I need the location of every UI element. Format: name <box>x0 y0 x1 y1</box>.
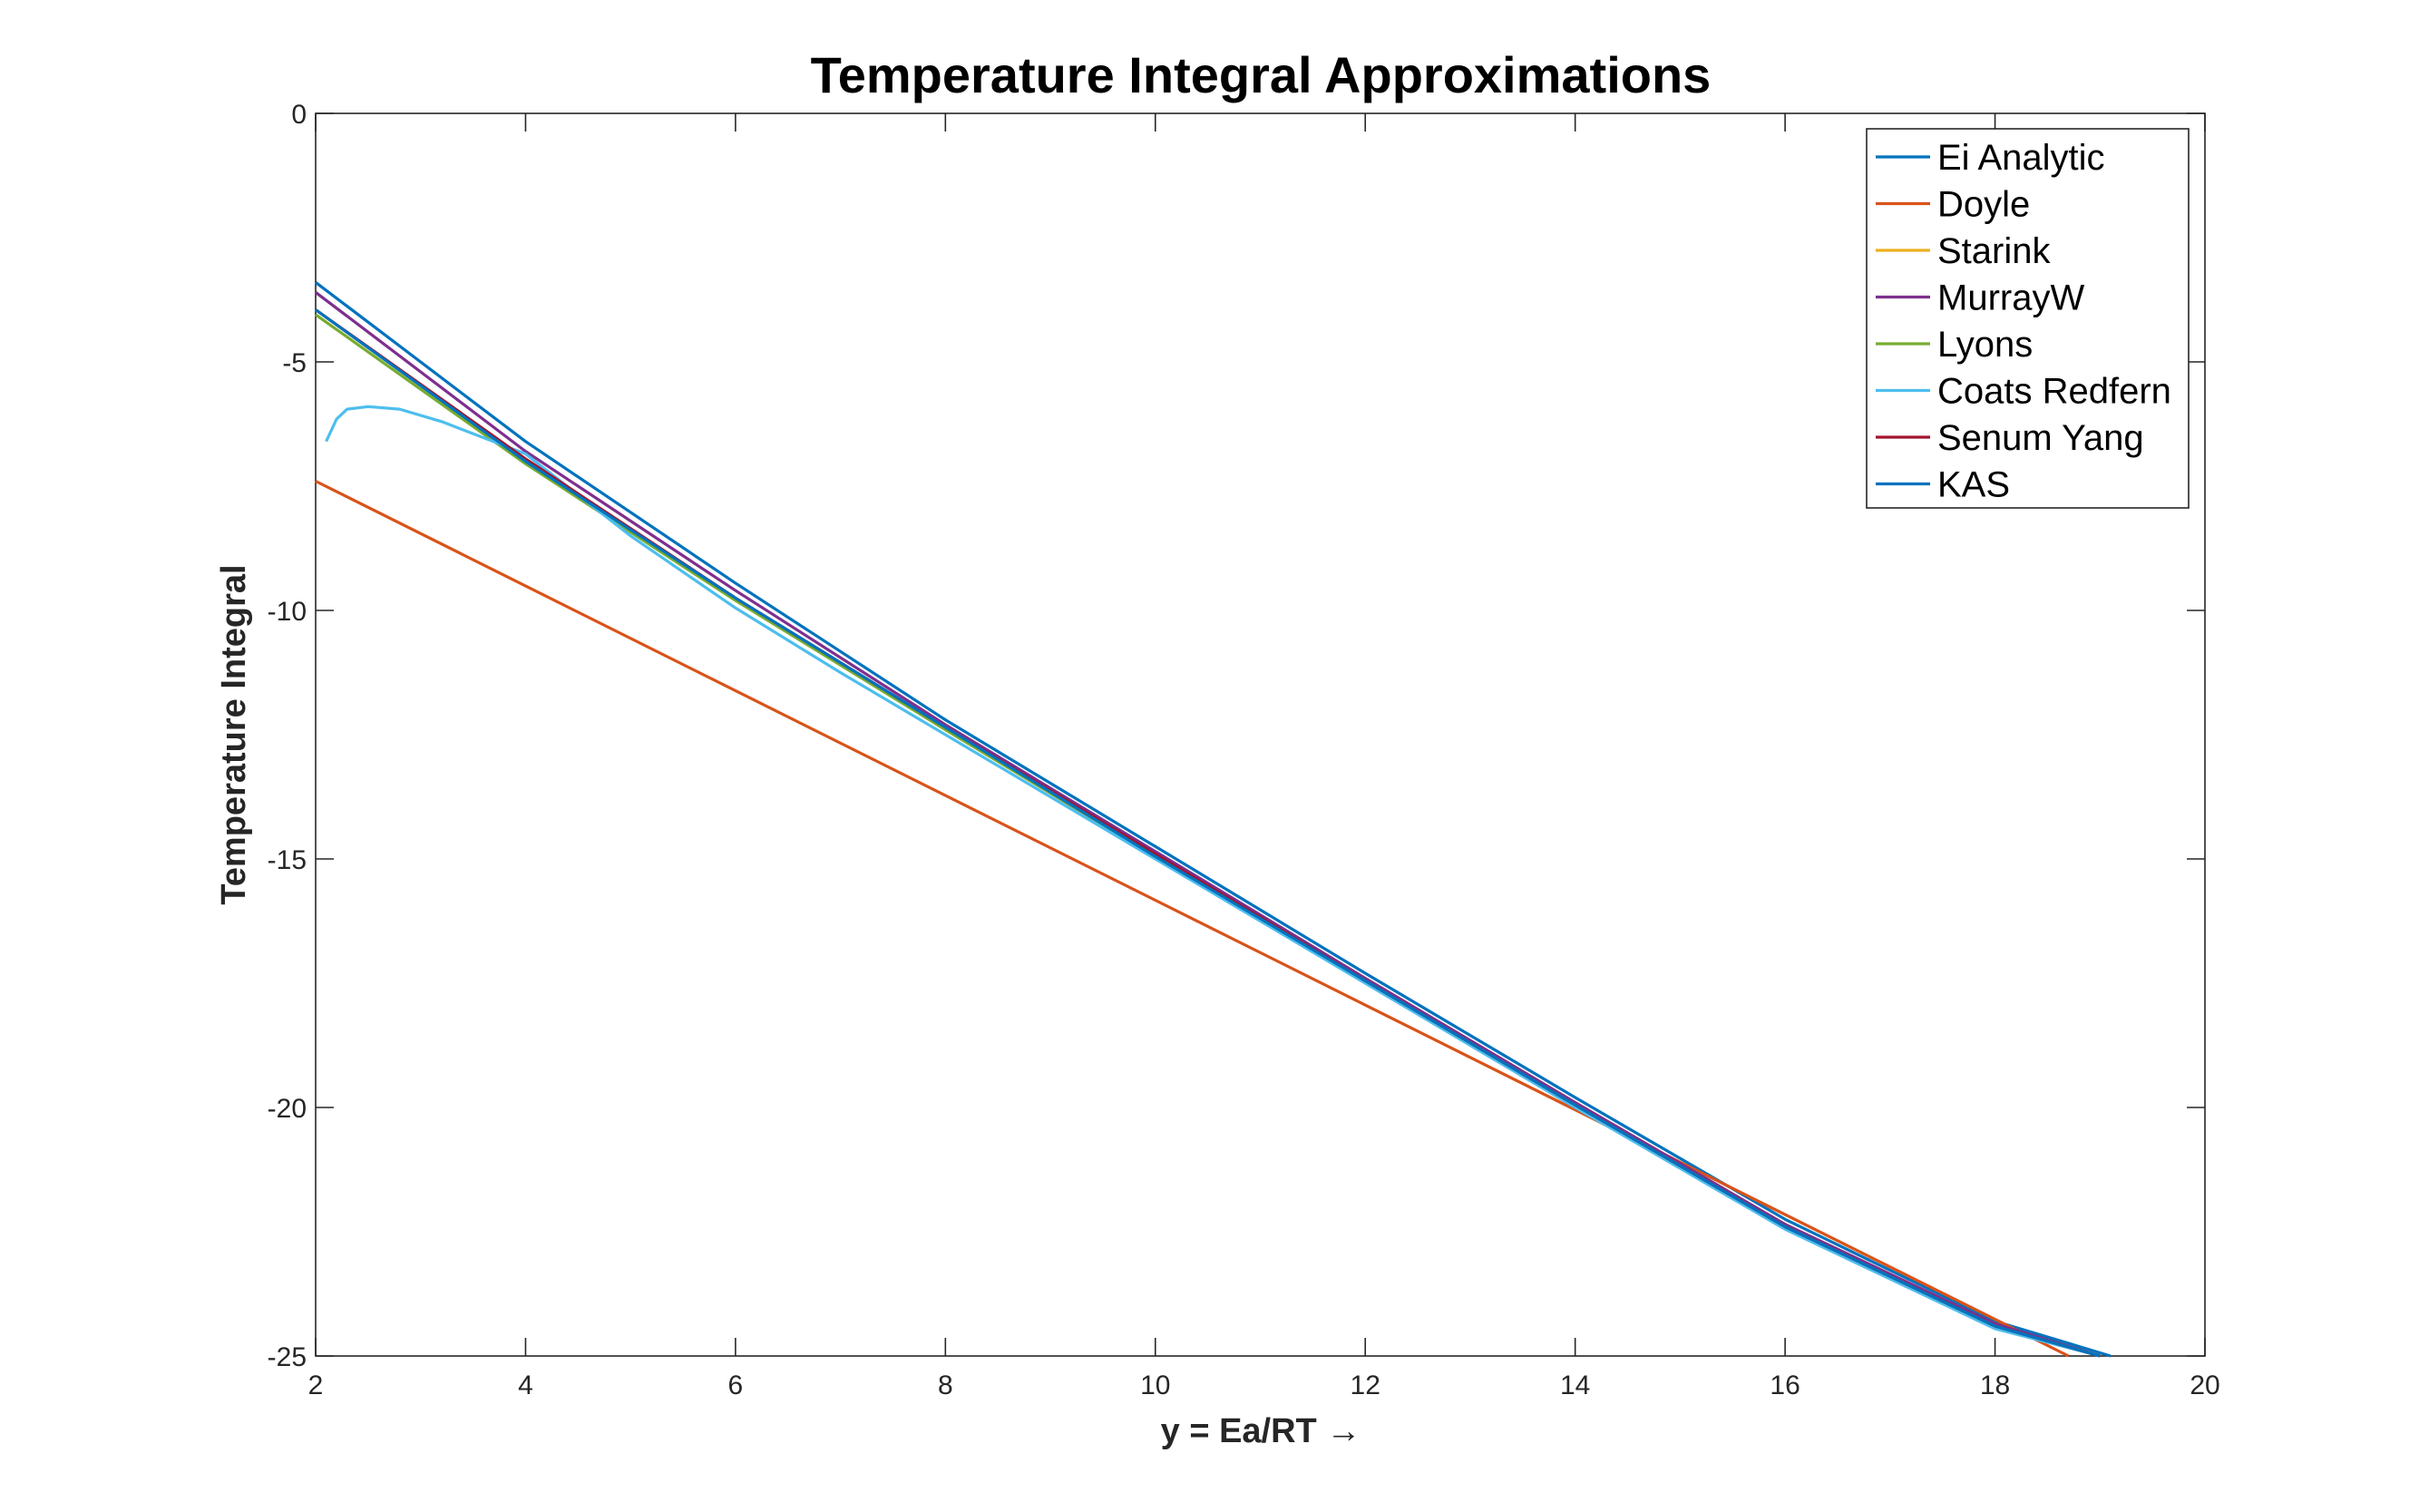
x-tick-label: 6 <box>728 1371 744 1400</box>
legend-label-ei-analytic: Ei Analytic <box>1937 138 2105 178</box>
legend-label-coats-redfern: Coats Redfern <box>1937 372 2171 412</box>
series-line-murrayw <box>315 291 2101 1358</box>
y-tick-label: -5 <box>282 348 307 378</box>
axis-ticks <box>315 112 2206 1357</box>
x-tick-label: 12 <box>1351 1371 1380 1400</box>
x-tick-label: 2 <box>308 1371 324 1400</box>
y-axis-label: Temperature Integral <box>215 564 253 904</box>
legend-label-murrayw: MurrayW <box>1937 278 2084 318</box>
y-tick-label: -15 <box>268 845 307 875</box>
legend-label-starink: Starink <box>1937 231 2051 271</box>
legend: Ei Analytic Doyle Starink MurrayW Lyons Coats… <box>1866 128 2190 509</box>
x-tick-label: 18 <box>1980 1371 2010 1400</box>
legend-label-kas: KAS <box>1937 465 2010 505</box>
y-tick-label: -25 <box>268 1342 307 1372</box>
x-tick-label: 8 <box>938 1371 953 1400</box>
legend-items: Ei Analytic Doyle Starink MurrayW Lyons Coats… <box>1876 138 2171 505</box>
legend-label-lyons: Lyons <box>1937 325 2033 365</box>
series-lines <box>315 281 2112 1358</box>
x-tick-label: 16 <box>1770 1371 1800 1400</box>
y-tick-label: 0 <box>291 100 307 130</box>
series-line-doyle <box>315 480 2070 1358</box>
chart-title: Temperature Integral Approximations <box>811 46 1712 103</box>
series-line-kas <box>315 308 2101 1358</box>
y-tick-label: -20 <box>268 1094 307 1124</box>
legend-box <box>1866 128 2190 509</box>
x-tick-label: 14 <box>1560 1371 1590 1400</box>
x-tick-label: 10 <box>1140 1371 1170 1400</box>
series-line-ei-analytic <box>315 281 2112 1358</box>
series-line-coats-redfern <box>325 405 2101 1358</box>
x-tick-label: 4 <box>518 1371 533 1400</box>
y-tick-label: -10 <box>268 597 307 627</box>
x-axis-label: y = Ea/RT → <box>1161 1412 1361 1450</box>
axis-tick-labels: 2 4 6 8 10 12 14 16 18 20 0 -5 -10 -15 -20 -25 <box>268 100 2220 1400</box>
legend-label-senum-yang: Senum Yang <box>1937 418 2144 458</box>
x-tick-label: 20 <box>2190 1371 2219 1400</box>
legend-label-doyle: Doyle <box>1937 185 2030 225</box>
